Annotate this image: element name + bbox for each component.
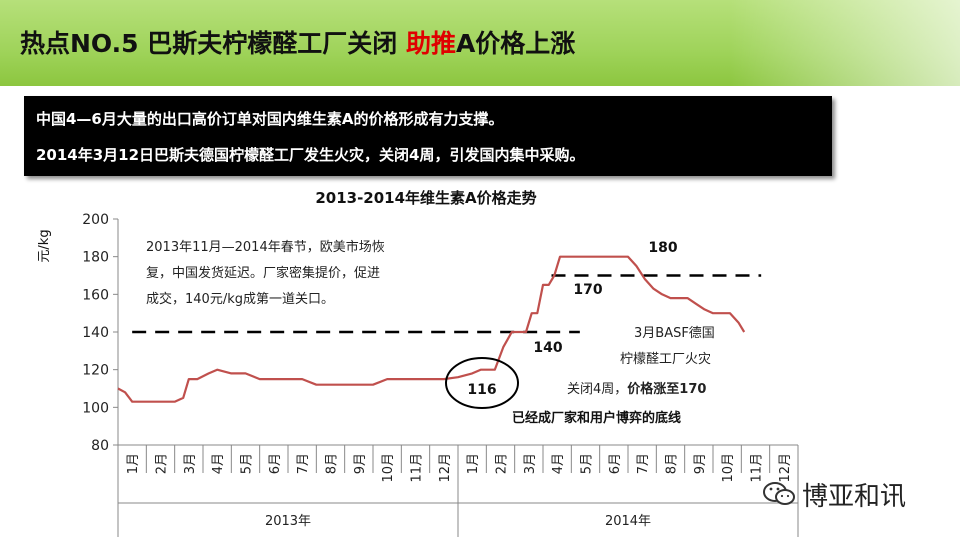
title-tail: A价格上涨 bbox=[455, 29, 576, 58]
x-tick-label: 9月 bbox=[693, 453, 708, 474]
title-highlight: 助推 bbox=[405, 29, 456, 58]
summary-line-2: 2014年3月12日巴斯夫德国柠檬醛工厂发生火灾，关闭4周，引发国内集中采购。 bbox=[36, 146, 585, 164]
summary-box: 中国4—6月大量的出口高价订单对国内维生素A的价格形成有力支撑。 2014年3月… bbox=[24, 96, 832, 176]
note-right-4: 已经成厂家和用户博弈的底线 bbox=[512, 410, 681, 426]
x-tick-label: 1月 bbox=[466, 453, 481, 474]
label-116: 116 bbox=[467, 382, 496, 398]
note-top-left-2: 复，中国发货延迟。厂家密集提价，促进 bbox=[146, 265, 380, 281]
brand-logo: 博亚和讯 bbox=[762, 476, 952, 512]
x-tick-label: 8月 bbox=[325, 453, 340, 474]
x-tick-label: 2月 bbox=[495, 453, 510, 474]
year-label: 2014年 bbox=[605, 514, 651, 529]
x-tick-label: 9月 bbox=[353, 453, 368, 474]
x-tick-label: 4月 bbox=[551, 453, 566, 474]
y-tick-label: 200 bbox=[82, 212, 109, 228]
x-tick-label: 11月 bbox=[410, 453, 425, 483]
slide-title: 热点NO.5 巴斯夫柠檬醛工厂关闭 助推A价格上涨 bbox=[20, 24, 575, 60]
title-main: 热点NO.5 巴斯夫柠檬醛工厂关闭 bbox=[20, 29, 406, 58]
x-tick-label: 2月 bbox=[155, 453, 170, 474]
x-tick-label: 7月 bbox=[636, 453, 651, 474]
x-tick-label: 12月 bbox=[778, 453, 793, 483]
brand-name: 博亚和讯 bbox=[802, 482, 907, 512]
y-tick-label: 120 bbox=[82, 363, 109, 379]
y-tick-label: 160 bbox=[82, 287, 109, 303]
x-tick-label: 8月 bbox=[665, 453, 680, 474]
x-tick-label: 3月 bbox=[523, 453, 538, 474]
x-tick-label: 10月 bbox=[381, 453, 396, 483]
x-tick-label: 11月 bbox=[750, 453, 765, 483]
note-right-2: 柠檬醛工厂火灾 bbox=[620, 351, 711, 367]
x-tick-label: 10月 bbox=[721, 453, 736, 483]
x-tick-label: 6月 bbox=[608, 453, 623, 474]
note-right-3: 关闭4周，价格涨至170 bbox=[567, 381, 706, 397]
summary-line-1: 中国4—6月大量的出口高价订单对国内维生素A的价格形成有力支撑。 bbox=[36, 110, 504, 128]
x-tick-label: 4月 bbox=[211, 453, 226, 474]
title-band bbox=[0, 0, 960, 86]
x-tick-label: 6月 bbox=[268, 453, 283, 474]
year-label: 2013年 bbox=[265, 514, 311, 529]
label-180: 180 bbox=[648, 240, 677, 256]
note-top-left-1: 2013年11月—2014年春节，欧美市场恢 bbox=[146, 239, 385, 255]
note-top-left-3: 成交，140元/kg成第一道关口。 bbox=[146, 291, 334, 307]
x-tick-label: 1月 bbox=[126, 453, 141, 474]
chart-title: 2013-2014年维生素A价格走势 bbox=[315, 189, 536, 207]
x-tick-label: 3月 bbox=[183, 453, 198, 474]
note-right-1: 3月BASF德国 bbox=[634, 326, 715, 341]
label-170: 170 bbox=[573, 282, 602, 298]
x-tick-label: 7月 bbox=[296, 453, 311, 474]
x-tick-label: 5月 bbox=[580, 453, 595, 474]
label-140: 140 bbox=[533, 340, 562, 356]
wechat-icon bbox=[763, 482, 795, 505]
x-tick-label: 5月 bbox=[240, 453, 255, 474]
note-right-3a: 关闭4周， bbox=[567, 382, 627, 397]
y-tick-label: 140 bbox=[82, 325, 109, 341]
x-tick-label: 12月 bbox=[438, 453, 453, 483]
note-right-3b: 价格涨至170 bbox=[627, 381, 706, 397]
y-tick-label: 100 bbox=[82, 400, 109, 416]
price-series-line bbox=[117, 255, 746, 403]
y-axis-label: 元/kg bbox=[37, 229, 52, 262]
y-tick-label: 80 bbox=[91, 438, 109, 454]
y-tick-label: 180 bbox=[82, 250, 109, 266]
highlight-ellipse-116 bbox=[445, 357, 519, 409]
